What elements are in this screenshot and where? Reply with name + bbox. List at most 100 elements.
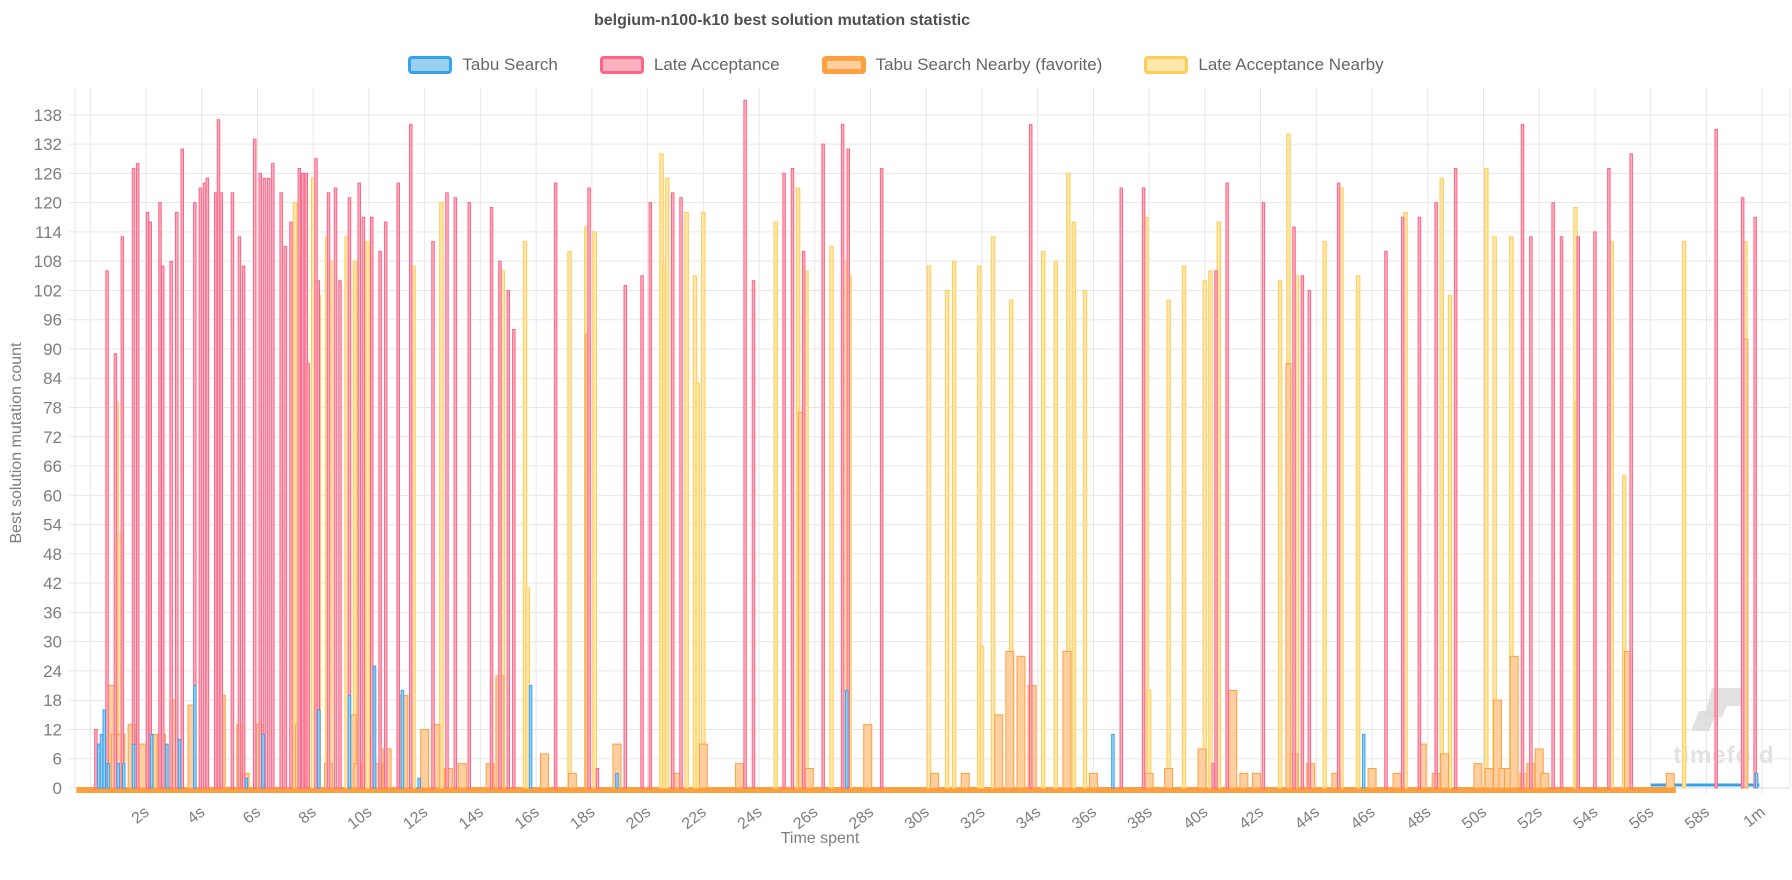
- chart-title: belgium-n100-k10 best solution mutation …: [593, 12, 971, 29]
- bar-late-acceptance: [383, 221, 388, 789]
- bar-tabu-search: [417, 777, 421, 789]
- bar-late-acceptance: [219, 192, 224, 789]
- bar-late-acceptance: [213, 192, 218, 789]
- bar-late-acceptance: [1559, 236, 1564, 789]
- bar-late-acceptance-nearby: [695, 382, 700, 789]
- bar-tabu-search-nearby: [540, 753, 550, 789]
- bar-tabu-search: [317, 709, 321, 789]
- bar-late-acceptance: [361, 216, 366, 789]
- legend-label: Late Acceptance: [653, 55, 780, 74]
- bar-late-acceptance: [202, 182, 207, 789]
- bar-late-acceptance-nearby: [1208, 270, 1213, 789]
- y-tick-label: 60: [43, 486, 62, 505]
- x-tick-label: 48s: [1403, 804, 1434, 833]
- bar-late-acceptance: [1417, 216, 1422, 789]
- bar-late-acceptance: [252, 138, 257, 789]
- y-tick-label: 114: [35, 223, 62, 242]
- x-tick-label: 36s: [1069, 804, 1100, 833]
- bar-late-acceptance: [230, 192, 235, 789]
- bar-late-acceptance: [378, 250, 382, 789]
- legend-label: Tabu Search: [462, 55, 558, 74]
- bar-late-acceptance-nearby: [1355, 275, 1361, 789]
- legend-label: Tabu Search Nearby (favorite): [875, 55, 1103, 74]
- x-tick-label: 14s: [456, 804, 487, 833]
- x-tick-label: 18s: [568, 804, 599, 833]
- bar-tabu-search: [244, 777, 249, 789]
- legend-item-tabu-search[interactable]: Tabu Search: [408, 55, 558, 75]
- legend-item-tabu-search-nearby[interactable]: Tabu Search Nearby (favorite): [821, 55, 1103, 75]
- bar-tabu-search: [99, 733, 104, 789]
- bar-tabu-search-nearby: [1197, 748, 1207, 789]
- bar-tabu-search-nearby: [1473, 763, 1483, 789]
- bar-late-acceptance: [135, 163, 140, 789]
- bar-late-acceptance: [640, 275, 644, 789]
- bar-late-acceptance: [158, 202, 162, 789]
- y-tick-label: 36: [43, 603, 62, 622]
- bar-late-acceptance: [679, 197, 683, 789]
- bar-late-acceptance: [283, 246, 288, 789]
- bar-late-acceptance: [821, 143, 825, 789]
- legend-swatch-late-acceptance-nearby: [1144, 56, 1189, 74]
- bar-tabu-search-nearby: [1016, 655, 1026, 789]
- legend-label: Late Acceptance Nearby: [1198, 55, 1384, 74]
- bar-late-acceptance: [1453, 167, 1458, 789]
- y-tick-label: 0: [53, 779, 62, 798]
- bar-late-acceptance: [512, 328, 516, 789]
- x-tick-label: 56s: [1626, 804, 1657, 833]
- bar-late-acceptance: [1119, 187, 1124, 789]
- bar-late-acceptance: [648, 202, 653, 789]
- bar-tabu-search-nearby: [698, 743, 708, 789]
- bar-late-acceptance: [498, 260, 502, 789]
- bar-late-acceptance-nearby: [352, 260, 358, 789]
- bar-late-acceptance: [1384, 250, 1388, 789]
- baseline-band-tabu-search-nearby: [76, 787, 1676, 793]
- bar-tabu-search-nearby: [1540, 772, 1550, 789]
- bar-late-acceptance: [1028, 124, 1033, 789]
- bar-late-acceptance: [105, 270, 109, 789]
- bar-tabu-search: [193, 685, 197, 789]
- bar-late-acceptance: [145, 211, 150, 789]
- y-tick-label: 6: [53, 750, 62, 769]
- bar-late-acceptance: [120, 236, 125, 789]
- bar-late-acceptance: [198, 187, 203, 789]
- x-tick-label: 24s: [735, 804, 766, 833]
- bar-late-acceptance: [587, 187, 591, 789]
- y-tick-label: 132: [34, 135, 62, 154]
- y-tick-label: 90: [43, 340, 62, 359]
- bar-tabu-search-nearby: [735, 763, 745, 789]
- y-tick-label: 84: [43, 369, 62, 388]
- bar-late-acceptance: [1529, 236, 1533, 789]
- legend-item-late-acceptance[interactable]: Late Acceptance: [599, 55, 780, 75]
- y-tick-label: 30: [43, 633, 62, 652]
- y-tick-label: 102: [34, 281, 62, 300]
- y-tick-label: 24: [43, 662, 62, 681]
- bar-tabu-search: [165, 743, 169, 789]
- bar-tabu-search-nearby: [1367, 767, 1377, 789]
- bar-late-acceptance: [489, 207, 494, 789]
- bar-late-acceptance-nearby: [1071, 221, 1077, 789]
- bar-late-acceptance: [1307, 289, 1312, 789]
- bar-late-acceptance-nearby: [684, 211, 689, 789]
- x-tick-label: 46s: [1348, 804, 1379, 833]
- y-tick-label: 42: [43, 574, 62, 593]
- bar-late-acceptance: [300, 172, 305, 789]
- bar-tabu-search-nearby: [1439, 753, 1449, 789]
- bar-late-acceptance: [289, 221, 293, 789]
- bar-late-acceptance: [113, 353, 118, 789]
- bar-late-acceptance-nearby: [951, 260, 957, 789]
- bar-late-acceptance-nearby: [365, 241, 370, 789]
- bar-late-acceptance-nearby: [773, 221, 779, 789]
- y-tick-label: 126: [34, 164, 62, 183]
- bar-late-acceptance: [840, 124, 845, 789]
- bar-tabu-search-nearby: [930, 772, 940, 789]
- bar-late-acceptance: [1607, 167, 1611, 789]
- x-tick-label: 38s: [1125, 804, 1156, 833]
- bar-late-acceptance: [801, 250, 806, 789]
- x-tick-label: 58s: [1682, 804, 1713, 833]
- x-tick-label: 22s: [679, 804, 710, 833]
- bar-late-acceptance: [1753, 216, 1757, 789]
- legend-item-late-acceptance-nearby[interactable]: Late Acceptance Nearby: [1144, 55, 1384, 75]
- bar-tabu-search: [1361, 733, 1366, 789]
- bar-late-acceptance-nearby: [664, 177, 670, 789]
